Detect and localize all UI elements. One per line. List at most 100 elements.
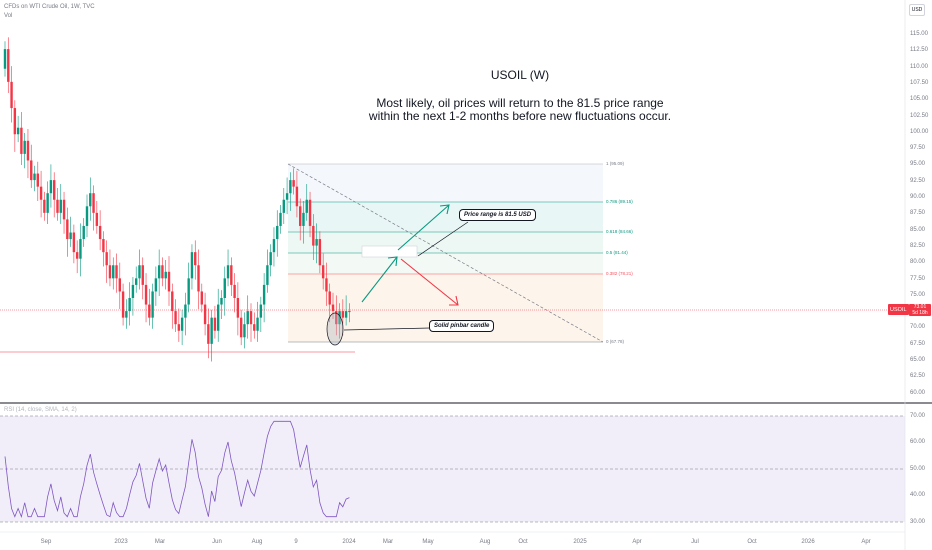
up-arrow-1 [361,256,398,303]
candle-body [285,193,289,200]
rsi-header[interactable]: RSI (14, close, SMA, 14, 2) [4,407,77,413]
rsi-level-70: 70.00 [910,413,926,419]
candle-body [121,291,125,318]
price-tick-label: 82.50 [910,242,926,249]
symbol-price-tag: USOIL [888,304,909,315]
price-tick-label: 80.00 [910,259,926,266]
candle-body [184,304,187,318]
candle-body [207,324,210,344]
time-tick-label: 2023 [114,539,128,545]
candle-body [249,311,253,325]
candle-body [53,180,56,200]
candle-body [197,265,200,292]
candle-body [318,239,322,266]
volume-label: Vol [4,13,13,19]
price-tick-label: 85.00 [910,226,926,233]
annotation-note: Most likely, oil prices will return to t… [320,97,720,123]
down-arrow [400,258,459,306]
candle-body [200,291,203,305]
candle-body [66,219,69,240]
time-tick-label: Mar [154,539,166,545]
rsi-level-60: 60.00 [910,439,926,445]
bar-countdown: 5d 18h [912,310,928,316]
candle-body [177,324,181,331]
candle-body [243,324,246,338]
time-tick-label: Aug [251,539,263,545]
price-tick-label: 77.50 [910,275,926,282]
candle-body [302,212,305,226]
time-tick-label: 2026 [801,539,815,545]
candle-body [230,265,233,285]
candle-body [43,199,46,213]
symbol-line[interactable]: CFDs on WTI Crude Oil, 1W, TVC [4,4,95,10]
candle-body [305,199,308,213]
price-tick-label: 95.00 [910,161,926,168]
candle-body [194,252,197,266]
candle-body [164,271,167,279]
candle-body [118,278,121,292]
candle-body [256,317,259,331]
candle-body [72,232,76,253]
candle-body [341,311,345,318]
price-tick-label: 107.50 [910,79,929,86]
candle-body [190,252,194,279]
candle-body [95,212,99,226]
candle-body [108,265,112,279]
candle-body [7,49,10,82]
candle-body [226,265,230,279]
candle-body [331,304,335,312]
pinbar-callout[interactable]: Solid pinbar candle [429,320,495,332]
candle-body [272,239,276,253]
candle-body [299,206,302,226]
time-tick-label: Oct [518,539,528,545]
time-tick-label: 2024 [342,539,356,545]
candle-body [98,225,102,240]
target-box [361,245,418,258]
candle-body [282,199,285,213]
candle-body [56,199,59,213]
price-tick-label: 105.00 [910,96,929,103]
candle-body [157,265,161,279]
candle-body [148,304,151,318]
fib-label-786: 0.786 (89.15) [606,199,633,204]
time-tick-label: Aug [479,539,491,545]
candle-body [10,81,13,109]
candle-body [239,317,243,338]
candle-body [348,311,351,313]
candle-body [171,291,174,312]
candle-body [125,311,128,318]
fib-zone-786 [288,202,603,232]
fib-label-1: 1 (95.09) [606,161,625,166]
last-price-tag: 73.01 5d 18h [909,304,931,316]
candle-body [210,317,213,344]
up-arrow-2-head [439,204,450,215]
candle-body [115,265,118,279]
price-tick-label: 62.50 [910,373,926,380]
candle-body [112,265,115,279]
annotation-title: USOIL (W) [490,68,550,82]
currency-button[interactable]: USD [909,4,925,16]
candle-body [262,284,266,305]
candle-body [289,180,292,194]
candle-body [49,180,53,194]
price-tick-label: 65.00 [910,357,926,363]
candle-body [30,160,33,181]
candle-body [151,291,154,318]
rsi-level-50: 50.00 [910,466,926,472]
candle-body [213,317,217,331]
candle-body [26,140,30,161]
candle-body [180,317,184,331]
candle-body [187,278,190,305]
candle-body [266,265,269,285]
candle-body [328,291,331,305]
price-tick-label: 67.50 [910,340,926,347]
candle-body [85,206,89,226]
price-range-callout[interactable]: Price range is 81.5 USD [459,209,537,221]
candle-body [135,278,138,285]
fib-label-382: 0.382 (78.21) [606,271,633,276]
candle-body [344,311,348,318]
candle-body [279,212,282,226]
time-tick-label: Apr [632,539,642,545]
candle-body [33,173,36,181]
